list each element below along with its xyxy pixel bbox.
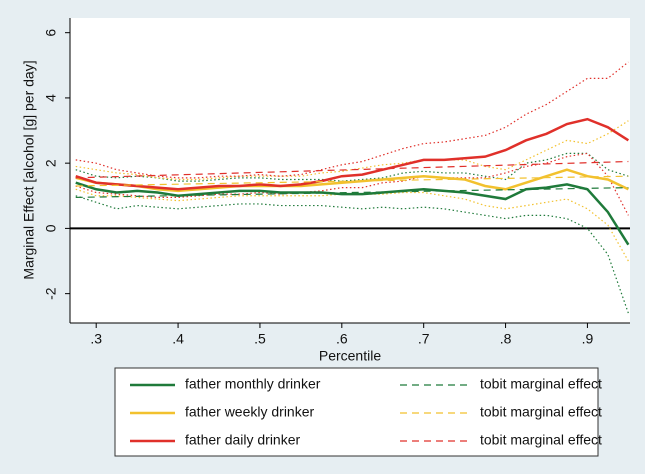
- tobit-line: [75, 160, 629, 179]
- legend-label: father weekly drinker: [185, 404, 315, 420]
- tobit-line: [75, 175, 629, 187]
- legend-label: tobit marginal effect: [480, 376, 602, 392]
- series-line: [75, 117, 630, 191]
- x-axis-title: Percentile: [319, 348, 381, 364]
- y-axis-title: Marginal Effect [alcohol [g] per day]: [21, 60, 37, 279]
- x-tick-label: .6: [336, 331, 348, 347]
- x-tick-label: .3: [90, 331, 102, 347]
- x-tick-label: .7: [418, 331, 430, 347]
- legend-label: tobit marginal effect: [480, 432, 602, 448]
- x-tick-label: .4: [172, 331, 184, 347]
- ci-lower: [75, 188, 629, 262]
- y-tick-label: 6: [43, 29, 59, 37]
- legend-label: father monthly drinker: [185, 376, 321, 392]
- x-tick-label: .8: [500, 331, 512, 347]
- x-tick-label: .9: [582, 331, 594, 347]
- x-tick-label: .5: [254, 331, 266, 347]
- ci-upper: [75, 152, 629, 182]
- ci-upper: [75, 120, 629, 181]
- y-tick-label: 0: [43, 224, 59, 232]
- series-line: [75, 181, 630, 246]
- y-tick-label: 4: [43, 94, 59, 102]
- tobit-line: [75, 187, 629, 199]
- plot-area: [70, 18, 630, 323]
- legend-label: tobit marginal effect: [480, 404, 602, 420]
- series-line: [75, 168, 629, 193]
- y-tick-label: 2: [43, 159, 59, 167]
- legend: [114, 367, 599, 457]
- ci-lower: [75, 195, 629, 314]
- legend-label: father daily drinker: [185, 432, 301, 448]
- y-tick-label: -2: [43, 287, 59, 300]
